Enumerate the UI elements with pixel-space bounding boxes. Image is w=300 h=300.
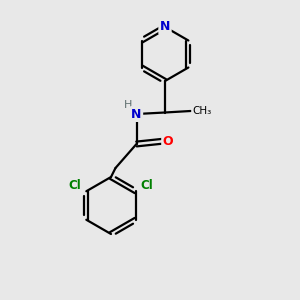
- Text: Cl: Cl: [141, 179, 154, 192]
- Text: Cl: Cl: [68, 179, 81, 192]
- Text: N: N: [160, 20, 170, 34]
- Text: H: H: [124, 100, 132, 110]
- Text: N: N: [131, 107, 142, 121]
- Text: O: O: [163, 134, 173, 148]
- Text: CH₃: CH₃: [192, 106, 211, 116]
